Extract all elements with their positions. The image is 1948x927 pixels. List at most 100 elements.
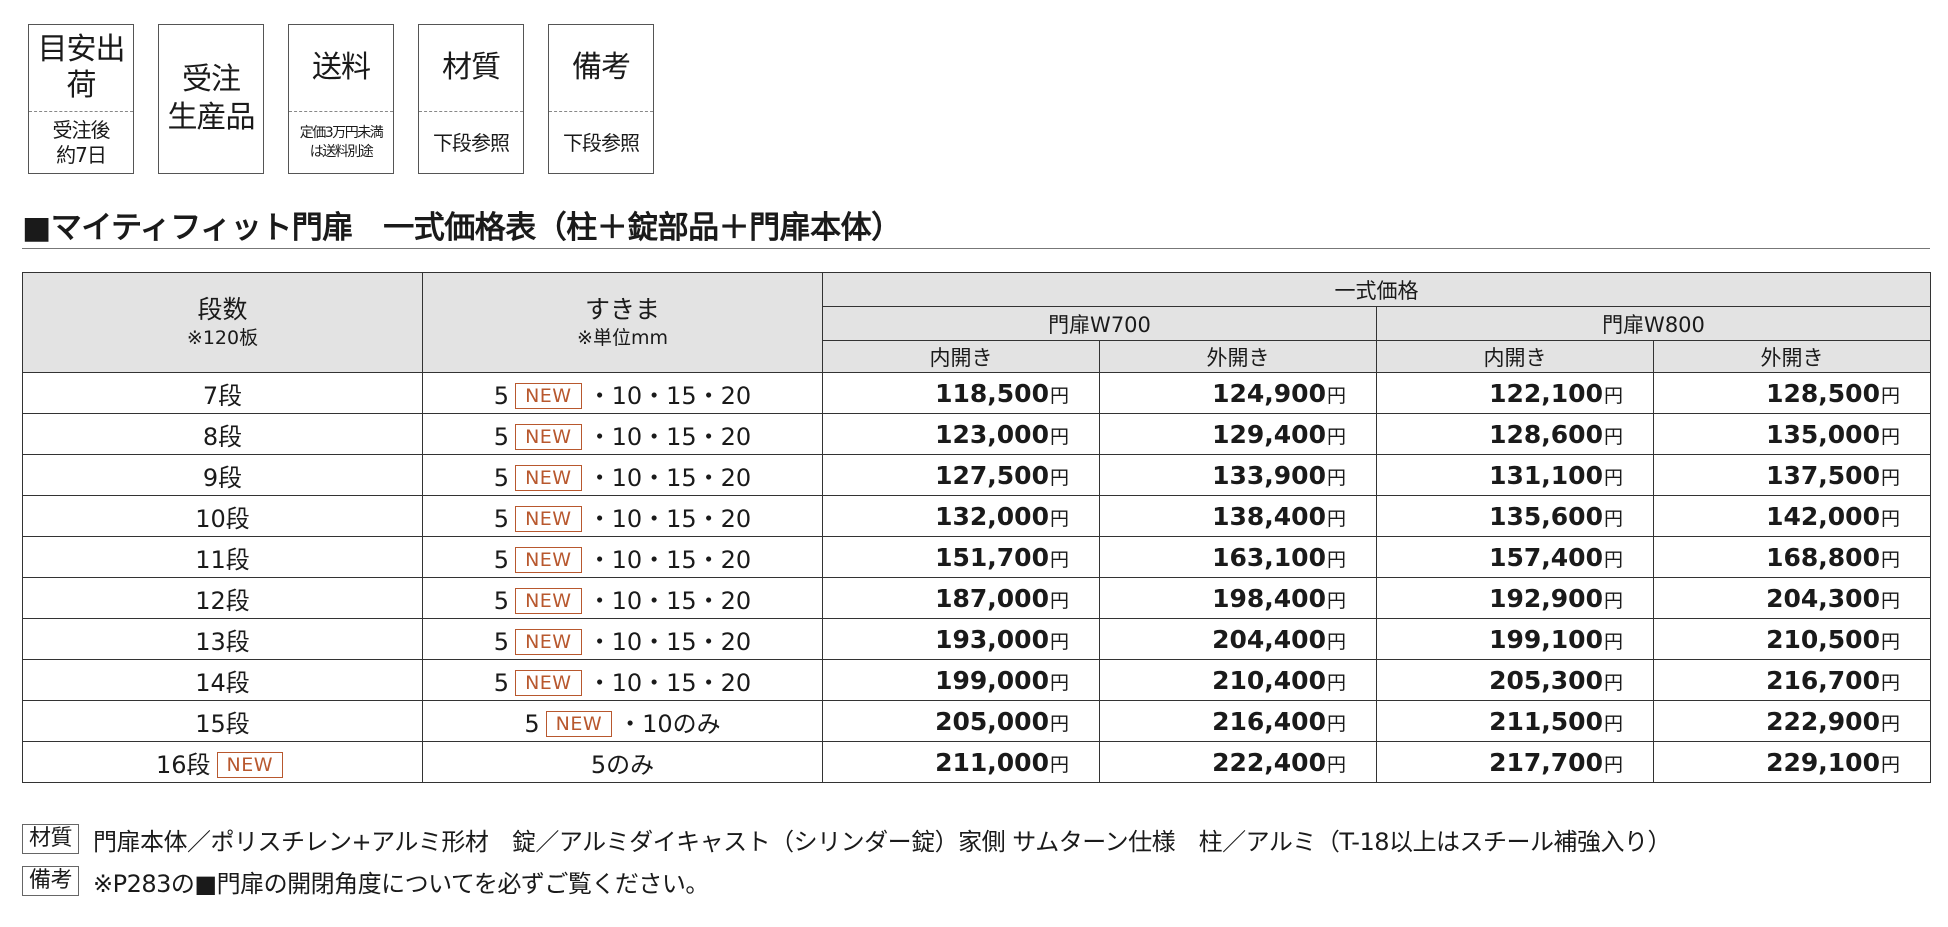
price-w700-inner: 118,500円 [822, 372, 1100, 414]
info-box-value: 定価3万円未満 は送料別途 [299, 125, 384, 160]
price-w800-inner: 122,100円 [1376, 372, 1654, 414]
cell-sukima: 5 NEW ・10・15・20 [422, 413, 823, 455]
header-sukima-note: ※単位mm [577, 326, 668, 349]
sukima-value: ・10・15・20 [587, 381, 752, 410]
yen-unit: 円 [1049, 630, 1069, 653]
price-value: 216,400 [1212, 706, 1326, 736]
sukima-value: 5 [493, 422, 510, 451]
price-w800-outer: 142,000円 [1653, 495, 1931, 537]
table-row: 11段 5 NEW ・10・15・20 151,700円 163,100円 157,400円… [22, 536, 1931, 578]
price-value: 135,600 [1489, 501, 1603, 531]
yen-unit: 円 [1880, 712, 1900, 735]
yen-unit: 円 [1603, 671, 1623, 694]
price-w700-inner: 211,000円 [822, 741, 1100, 783]
price-w800-outer: 222,900円 [1653, 700, 1931, 742]
note-label: 材質 [22, 824, 80, 854]
price-value: 222,400 [1212, 747, 1326, 777]
header-w700-outer: 外開き [1099, 340, 1377, 373]
yen-unit: 円 [1049, 466, 1069, 489]
price-w800-inner: 192,900円 [1376, 577, 1654, 619]
price-value: 132,000 [935, 501, 1049, 531]
yen-unit: 円 [1049, 671, 1069, 694]
price-w800-inner: 135,600円 [1376, 495, 1654, 537]
cell-dansu: 9段 [22, 454, 423, 496]
info-box-value: 受注後 約7日 [52, 118, 111, 167]
sukima-value: 5 [493, 668, 510, 697]
info-box-title: 材質 [442, 50, 501, 85]
info-box-material: 材質 下段参照 [418, 24, 524, 174]
table-row: 14段 5 NEW ・10・15・20 199,000円 210,400円 205,300円… [22, 659, 1931, 701]
yen-unit: 円 [1326, 507, 1346, 530]
new-badge: NEW [515, 382, 582, 409]
price-value: 187,000 [935, 583, 1049, 613]
price-value: 118,500 [935, 378, 1049, 408]
price-value: 204,300 [1766, 583, 1880, 613]
dansu-value: 7段 [202, 381, 243, 410]
yen-unit: 円 [1603, 712, 1623, 735]
price-w800-outer: 210,500円 [1653, 618, 1931, 660]
divider [289, 111, 393, 112]
yen-unit: 円 [1326, 671, 1346, 694]
dansu-value: 8段 [202, 422, 243, 451]
yen-unit: 円 [1603, 466, 1623, 489]
yen-unit: 円 [1880, 671, 1900, 694]
header-w700: 門扉W700 [822, 306, 1377, 341]
info-box-title: 目安出荷 [37, 32, 126, 103]
sukima-value: 5 [493, 381, 510, 410]
header-dansu-label: 段数 [197, 294, 248, 324]
divider [419, 111, 523, 112]
table-row: 9段 5 NEW ・10・15・20 127,500円 133,900円 131,100円 1… [22, 454, 1931, 496]
price-w800-inner: 128,600円 [1376, 413, 1654, 455]
info-box-title: 送料 [312, 50, 371, 85]
header-w800-outer: 外開き [1653, 340, 1931, 373]
table-row: 7段 5 NEW ・10・15・20 118,500円 124,900円 122,100円 1… [22, 372, 1931, 414]
cell-sukima: 5 NEW ・10・15・20 [422, 659, 823, 701]
cell-dansu: 8段 [22, 413, 423, 455]
yen-unit: 円 [1880, 630, 1900, 653]
price-w800-inner: 205,300円 [1376, 659, 1654, 701]
cell-sukima: 5 NEW ・10・15・20 [422, 618, 823, 660]
dansu-value: 11段 [195, 545, 250, 574]
price-w800-inner: 131,100円 [1376, 454, 1654, 496]
new-badge: NEW [515, 464, 582, 491]
yen-unit: 円 [1603, 384, 1623, 407]
info-box-value: 下段参照 [563, 130, 640, 155]
price-value: 222,900 [1766, 706, 1880, 736]
price-table: 段数 ※120板 すきま ※単位mm 一式価格 門扉W700 門扉W800 内開… [22, 272, 1931, 783]
table-row: 13段 5 NEW ・10・15・20 193,000円 204,400円 199,100円… [22, 618, 1931, 660]
dansu-value: 13段 [195, 627, 250, 656]
table-row: 16段 NEW 5のみ 211,000円 222,400円 217,700円 229,100… [22, 741, 1931, 783]
info-box-value: 下段参照 [433, 130, 510, 155]
price-w700-outer: 124,900円 [1099, 372, 1377, 414]
sukima-value: ・10・15・20 [587, 586, 752, 615]
price-value: 204,400 [1212, 624, 1326, 654]
price-w800-inner: 211,500円 [1376, 700, 1654, 742]
price-value: 123,000 [935, 419, 1049, 449]
price-w700-outer: 198,400円 [1099, 577, 1377, 619]
new-badge: NEW [515, 505, 582, 532]
cell-dansu: 13段 [22, 618, 423, 660]
cell-dansu: 12段 [22, 577, 423, 619]
price-w700-inner: 199,000円 [822, 659, 1100, 701]
yen-unit: 円 [1326, 589, 1346, 612]
section-title: ■マイティフィット門扉 一式価格表（柱＋錠部品＋門扉本体） [22, 210, 902, 246]
price-w700-outer: 222,400円 [1099, 741, 1377, 783]
price-value: 205,000 [935, 706, 1049, 736]
sukima-value: 5 [493, 586, 510, 615]
table-row: 8段 5 NEW ・10・15・20 123,000円 129,400円 128,600円 1… [22, 413, 1931, 455]
price-w800-outer: 137,500円 [1653, 454, 1931, 496]
header-w700-inner: 内開き [822, 340, 1100, 373]
price-value: 151,700 [935, 542, 1049, 572]
price-value: 193,000 [935, 624, 1049, 654]
yen-unit: 円 [1880, 548, 1900, 571]
yen-unit: 円 [1603, 548, 1623, 571]
cell-sukima: 5のみ [422, 741, 823, 783]
price-w700-outer: 210,400円 [1099, 659, 1377, 701]
price-value: 229,100 [1766, 747, 1880, 777]
price-value: 192,900 [1489, 583, 1603, 613]
price-w700-inner: 205,000円 [822, 700, 1100, 742]
sukima-value: ・10のみ [618, 709, 721, 738]
price-w800-outer: 216,700円 [1653, 659, 1931, 701]
cell-dansu: 15段 [22, 700, 423, 742]
price-w700-outer: 133,900円 [1099, 454, 1377, 496]
